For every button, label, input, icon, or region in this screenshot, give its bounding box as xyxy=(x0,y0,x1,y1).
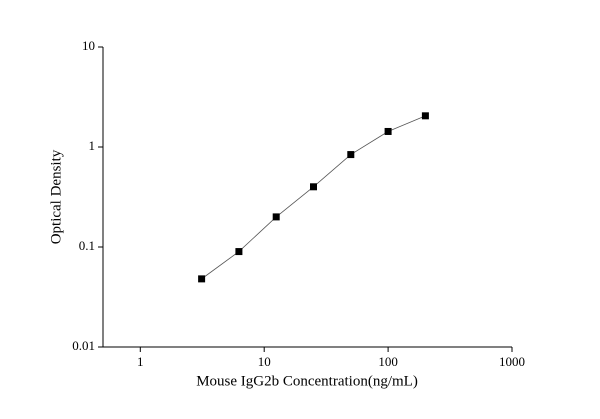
x-axis-label: Mouse IgG2b Concentration(ng/mL) xyxy=(196,373,418,389)
y-tick-label: 1 xyxy=(89,138,96,153)
x-tick-label: 1000 xyxy=(499,354,525,369)
marker xyxy=(384,127,392,135)
marker xyxy=(272,213,280,221)
y-tick-label: 0.1 xyxy=(79,238,95,253)
marker xyxy=(235,248,243,256)
y-axis-label: Optical Density xyxy=(48,149,64,244)
marker xyxy=(198,275,206,283)
x-tick-label: 1 xyxy=(137,354,144,369)
marker xyxy=(310,183,318,191)
x-tick-label: 10 xyxy=(258,354,271,369)
marker xyxy=(421,112,429,120)
y-tick-label: 0.01 xyxy=(72,338,95,353)
curve xyxy=(201,115,426,280)
marker xyxy=(347,151,355,159)
x-tick-label: 100 xyxy=(378,354,398,369)
y-tick-label: 10 xyxy=(82,38,95,53)
